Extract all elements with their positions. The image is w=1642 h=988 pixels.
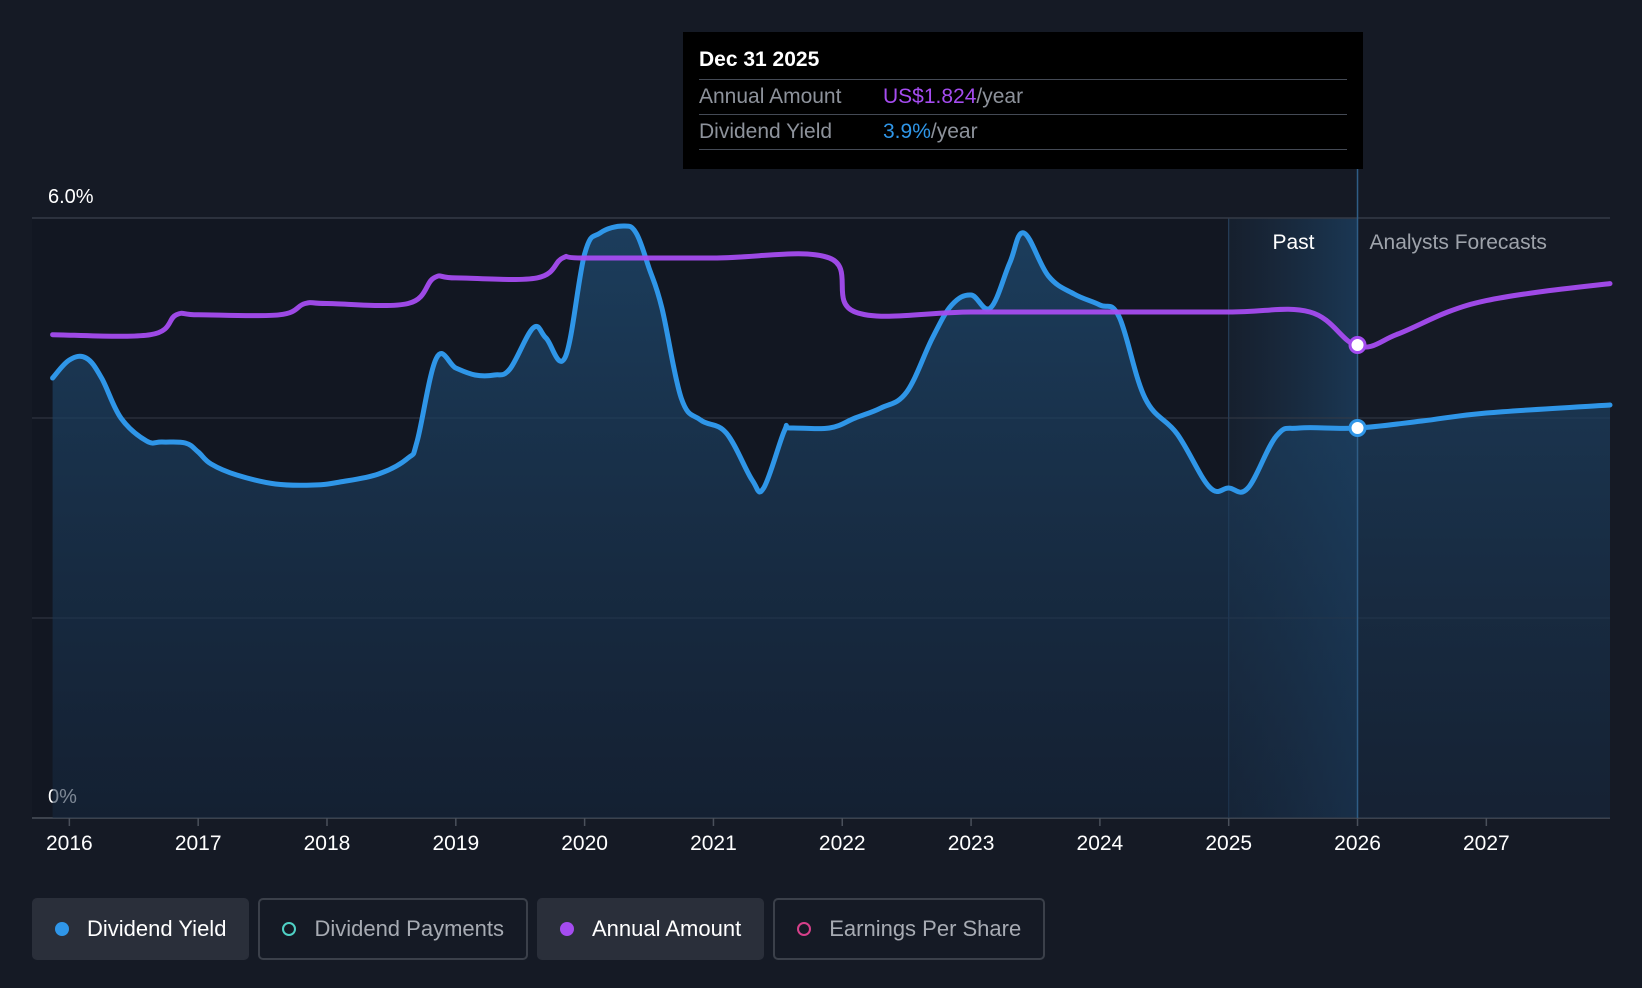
legend-label: Annual Amount — [591, 916, 742, 941]
x-axis-label: 2026 — [1334, 832, 1381, 855]
dividend-yield-area — [52, 225, 1611, 819]
dividend-yield-marker — [1348, 419, 1367, 437]
past-label: Past — [1272, 231, 1314, 254]
legend-item-annual-amount[interactable]: Annual Amount — [536, 898, 765, 960]
x-axis-label: 2019 — [432, 832, 479, 855]
x-axis-label: 2020 — [561, 832, 608, 855]
x-axis-label: 2025 — [1205, 832, 1252, 855]
dividend-yield-line — [50, 223, 1613, 495]
x-axis-label: 2017 — [175, 832, 222, 855]
tooltip-yield-unit: /year — [930, 120, 978, 143]
legend-label: Earnings Per Share — [829, 916, 1022, 941]
x-axis-label: 2027 — [1463, 832, 1510, 855]
legend-dot-icon — [797, 922, 812, 936]
x-axis-label: 2022 — [819, 832, 866, 855]
tooltip-yield-row: Dividend Yield 3.9% /year — [699, 115, 1347, 150]
tooltip-amount-row: Annual Amount US$1.824 /year — [699, 80, 1347, 115]
annual-amount-line — [50, 251, 1613, 350]
x-axis-label: 2023 — [948, 832, 995, 855]
tooltip: Dec 31 2025 Annual Amount US$1.824 /year… — [683, 32, 1363, 169]
legend-dot-icon — [282, 922, 297, 936]
legend-item-earnings-per-share[interactable]: Earnings Per Share — [773, 898, 1046, 960]
legend: Dividend Yield Dividend Payments Annual Am… — [32, 898, 1046, 960]
y-axis-label: 6.0% — [48, 186, 94, 208]
legend-dot-icon — [55, 922, 69, 936]
tooltip-amount-unit: /year — [976, 85, 1024, 108]
analysts-forecasts-label: Analysts Forecasts — [1370, 231, 1547, 254]
annual-amount-marker — [1348, 335, 1367, 354]
x-axis-label: 2024 — [1077, 832, 1124, 855]
legend-item-dividend-yield[interactable]: Dividend Yield — [32, 898, 250, 960]
tooltip-amount-value: US$1.824 — [883, 85, 977, 108]
tooltip-amount-label: Annual Amount — [699, 85, 842, 108]
tooltip-yield-label: Dividend Yield — [699, 120, 833, 143]
legend-label: Dividend Payments — [314, 916, 504, 941]
x-axis-label: 2018 — [304, 832, 351, 855]
legend-dot-icon — [559, 922, 574, 936]
legend-label: Dividend Yield — [87, 916, 227, 941]
tooltip-date: Dec 31 2025 — [699, 46, 1347, 80]
tooltip-yield-value: 3.9% — [883, 120, 931, 143]
legend-item-dividend-payments[interactable]: Dividend Payments — [258, 898, 528, 960]
x-axis-label: 2021 — [690, 832, 737, 855]
x-axis-label: 2016 — [46, 832, 93, 855]
